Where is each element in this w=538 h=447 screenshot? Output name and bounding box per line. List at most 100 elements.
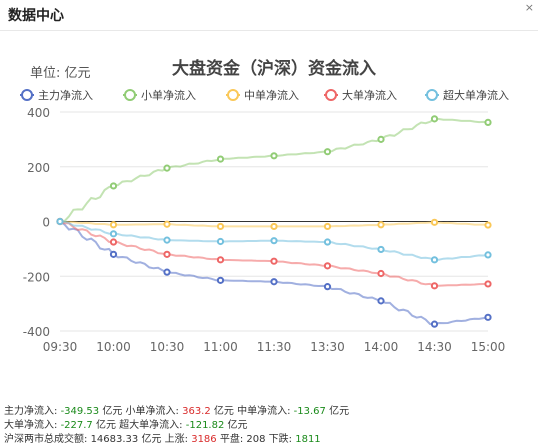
turnover-value: 14683.33 — [90, 434, 139, 445]
summary-line-2: 大单净流入: -227.7 亿元 超大单净流入: -121.82 亿元 — [4, 419, 349, 433]
data-point[interactable] — [270, 257, 278, 265]
legend-label: 主力净流入 — [38, 88, 93, 102]
down-label: 下跌: — [265, 434, 296, 445]
data-point[interactable] — [323, 238, 332, 246]
data-point[interactable] — [323, 222, 332, 231]
data-point[interactable] — [323, 283, 332, 291]
chart-series — [56, 115, 492, 328]
legend-marker-icon — [325, 89, 337, 101]
summary-line-1: 主力净流入: -349.53 亿元 小单净流入: 363.2 亿元 中单净流入:… — [4, 405, 349, 419]
data-point[interactable] — [484, 221, 492, 229]
chart-title: 大盘资金（沪深）资金流入 — [172, 58, 376, 79]
data-point[interactable] — [163, 236, 171, 244]
legend-label: 中单净流入 — [244, 88, 299, 102]
x-tick-label: 10:30 — [150, 340, 185, 354]
data-point[interactable] — [377, 297, 385, 305]
data-point[interactable] — [56, 217, 64, 226]
x-tick-label: 13:30 — [310, 340, 345, 354]
legend-marker-icon — [426, 89, 438, 101]
series-group — [56, 217, 492, 290]
small-flow-label: 小单净流入: — [125, 406, 183, 417]
series-line — [59, 220, 489, 326]
unit-text: 亿元 — [325, 406, 350, 417]
data-point[interactable] — [163, 220, 171, 228]
legend-label: 小单净流入 — [141, 88, 196, 102]
unit-text: 亿元 — [224, 420, 248, 431]
y-tick-label: 0 — [42, 216, 50, 230]
data-point[interactable] — [430, 115, 439, 123]
data-point[interactable] — [163, 250, 171, 258]
flat-label: 平盘: — [216, 434, 247, 445]
main-flow-value: -349.53 — [60, 406, 100, 417]
chart-unit-label: 单位: 亿元 — [30, 66, 91, 81]
data-point[interactable] — [109, 230, 118, 238]
data-point[interactable] — [216, 155, 225, 163]
x-tick-label: 14:30 — [417, 340, 452, 354]
small-flow-value: 363.2 — [182, 406, 211, 417]
close-icon[interactable]: × — [524, 1, 534, 14]
data-point[interactable] — [484, 280, 492, 288]
legend-item[interactable]: 主力净流入 — [20, 88, 93, 102]
x-tick-label: 15:00 — [471, 340, 506, 354]
down-count: 1811 — [295, 434, 321, 445]
data-point[interactable] — [377, 221, 385, 229]
data-point[interactable] — [430, 282, 439, 290]
flat-count: 208 — [246, 434, 266, 445]
data-point[interactable] — [216, 237, 225, 246]
data-point[interactable] — [430, 320, 439, 328]
mid-flow-value: -13.67 — [293, 406, 326, 417]
legend-item[interactable]: 大单净流入 — [324, 88, 397, 102]
up-label: 上涨: — [164, 434, 192, 445]
window-title: 数据中心 — [8, 8, 64, 24]
data-point[interactable] — [377, 245, 385, 254]
data-point[interactable] — [216, 276, 225, 284]
series-group — [56, 217, 492, 264]
y-tick-label: 400 — [27, 106, 50, 120]
window-header: 数据中心 × — [0, 0, 538, 31]
data-point[interactable] — [270, 278, 278, 286]
x-tick-label: 09:30 — [43, 340, 78, 354]
data-point[interactable] — [109, 238, 118, 246]
legend-marker-icon — [21, 89, 33, 101]
series-line — [59, 117, 489, 223]
unit-text: 亿元 — [210, 406, 238, 417]
legend-item[interactable]: 中单净流入 — [226, 88, 299, 102]
summary-footer: 主力净流入: -349.53 亿元 小单净流入: 363.2 亿元 中单净流入:… — [4, 405, 349, 447]
data-point[interactable] — [377, 135, 385, 143]
y-axis: -400 -200 0 200 400 — [23, 106, 50, 339]
data-point[interactable] — [323, 148, 332, 156]
mid-flow-label: 中单净流入: — [237, 406, 294, 417]
data-point[interactable] — [216, 256, 225, 264]
x-tick-label: 10:00 — [96, 340, 131, 354]
x-tick-label: 11:30 — [257, 340, 292, 354]
x-tick-label: 11:00 — [203, 340, 238, 354]
data-point[interactable] — [323, 262, 332, 270]
summary-line-3: 沪深两市总成交额: 14683.33 亿元 上涨: 3186 平盘: 208 下… — [4, 433, 349, 447]
chart-legend: 主力净流入 小单净流入 中单净流入 大单净流入 超大单净流入 — [20, 88, 509, 102]
data-point[interactable] — [109, 182, 118, 190]
data-point[interactable] — [484, 313, 492, 321]
up-count: 3186 — [191, 434, 217, 445]
xlarge-flow-value: -121.82 — [185, 420, 225, 431]
data-point[interactable] — [163, 164, 171, 172]
data-point[interactable] — [163, 268, 171, 276]
data-point[interactable] — [484, 118, 492, 127]
data-point[interactable] — [270, 152, 278, 160]
data-point[interactable] — [377, 269, 385, 278]
x-tick-label: 14:00 — [364, 340, 399, 354]
unit-text: 亿元 — [138, 434, 165, 445]
data-point[interactable] — [109, 221, 118, 229]
y-tick-label: -200 — [23, 270, 50, 284]
xlarge-flow-label: 超大单净流入: — [119, 420, 186, 431]
data-point[interactable] — [484, 251, 492, 259]
main-flow-label: 主力净流入: — [4, 406, 61, 417]
series-group — [56, 115, 492, 226]
data-point[interactable] — [270, 237, 278, 245]
data-point[interactable] — [430, 256, 439, 264]
legend-item[interactable]: 小单净流入 — [123, 88, 196, 102]
data-point[interactable] — [270, 222, 278, 231]
legend-item[interactable]: 超大单净流入 — [425, 88, 509, 102]
data-point[interactable] — [430, 218, 439, 226]
data-point[interactable] — [216, 222, 225, 231]
data-point[interactable] — [109, 250, 118, 258]
